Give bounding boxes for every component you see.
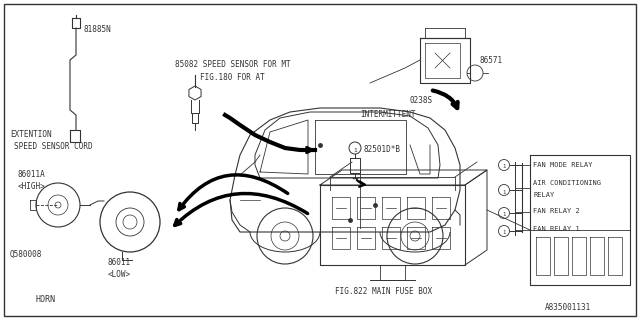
Text: EXTENTION: EXTENTION bbox=[10, 130, 52, 139]
Text: AIR CONDITIONING: AIR CONDITIONING bbox=[533, 180, 601, 186]
Text: RELAY: RELAY bbox=[533, 192, 554, 198]
Text: FIG.822 MAIN FUSE BOX: FIG.822 MAIN FUSE BOX bbox=[335, 287, 432, 296]
Text: Q580008: Q580008 bbox=[10, 250, 42, 259]
Text: 81885N: 81885N bbox=[83, 25, 111, 34]
Text: A835001131: A835001131 bbox=[545, 303, 591, 312]
Text: <LOW>: <LOW> bbox=[108, 270, 131, 279]
Text: 1: 1 bbox=[502, 212, 506, 218]
Text: 85082 SPEED SENSOR FOR MT: 85082 SPEED SENSOR FOR MT bbox=[175, 60, 291, 69]
Text: 1: 1 bbox=[502, 230, 506, 236]
Text: 1: 1 bbox=[353, 148, 357, 154]
Text: 86011: 86011 bbox=[108, 258, 131, 267]
Text: 1: 1 bbox=[502, 164, 506, 170]
Text: <HIGH>: <HIGH> bbox=[18, 182, 45, 191]
Text: 1: 1 bbox=[502, 189, 506, 195]
Text: 86011A: 86011A bbox=[18, 170, 45, 179]
Text: FAN RELAY 2: FAN RELAY 2 bbox=[533, 208, 580, 214]
Text: FAN RELAY 1: FAN RELAY 1 bbox=[533, 226, 580, 232]
Text: FAN MODE RELAY: FAN MODE RELAY bbox=[533, 162, 593, 168]
Text: 82501D*B: 82501D*B bbox=[363, 145, 400, 154]
Text: HORN: HORN bbox=[35, 295, 55, 304]
Text: 0238S: 0238S bbox=[410, 96, 433, 105]
Text: 86571: 86571 bbox=[480, 56, 503, 65]
Text: FIG.180 FOR AT: FIG.180 FOR AT bbox=[200, 73, 265, 82]
Text: INTERMITTENT: INTERMITTENT bbox=[360, 110, 415, 119]
Text: SPEED SENSOR CORD: SPEED SENSOR CORD bbox=[14, 142, 93, 151]
